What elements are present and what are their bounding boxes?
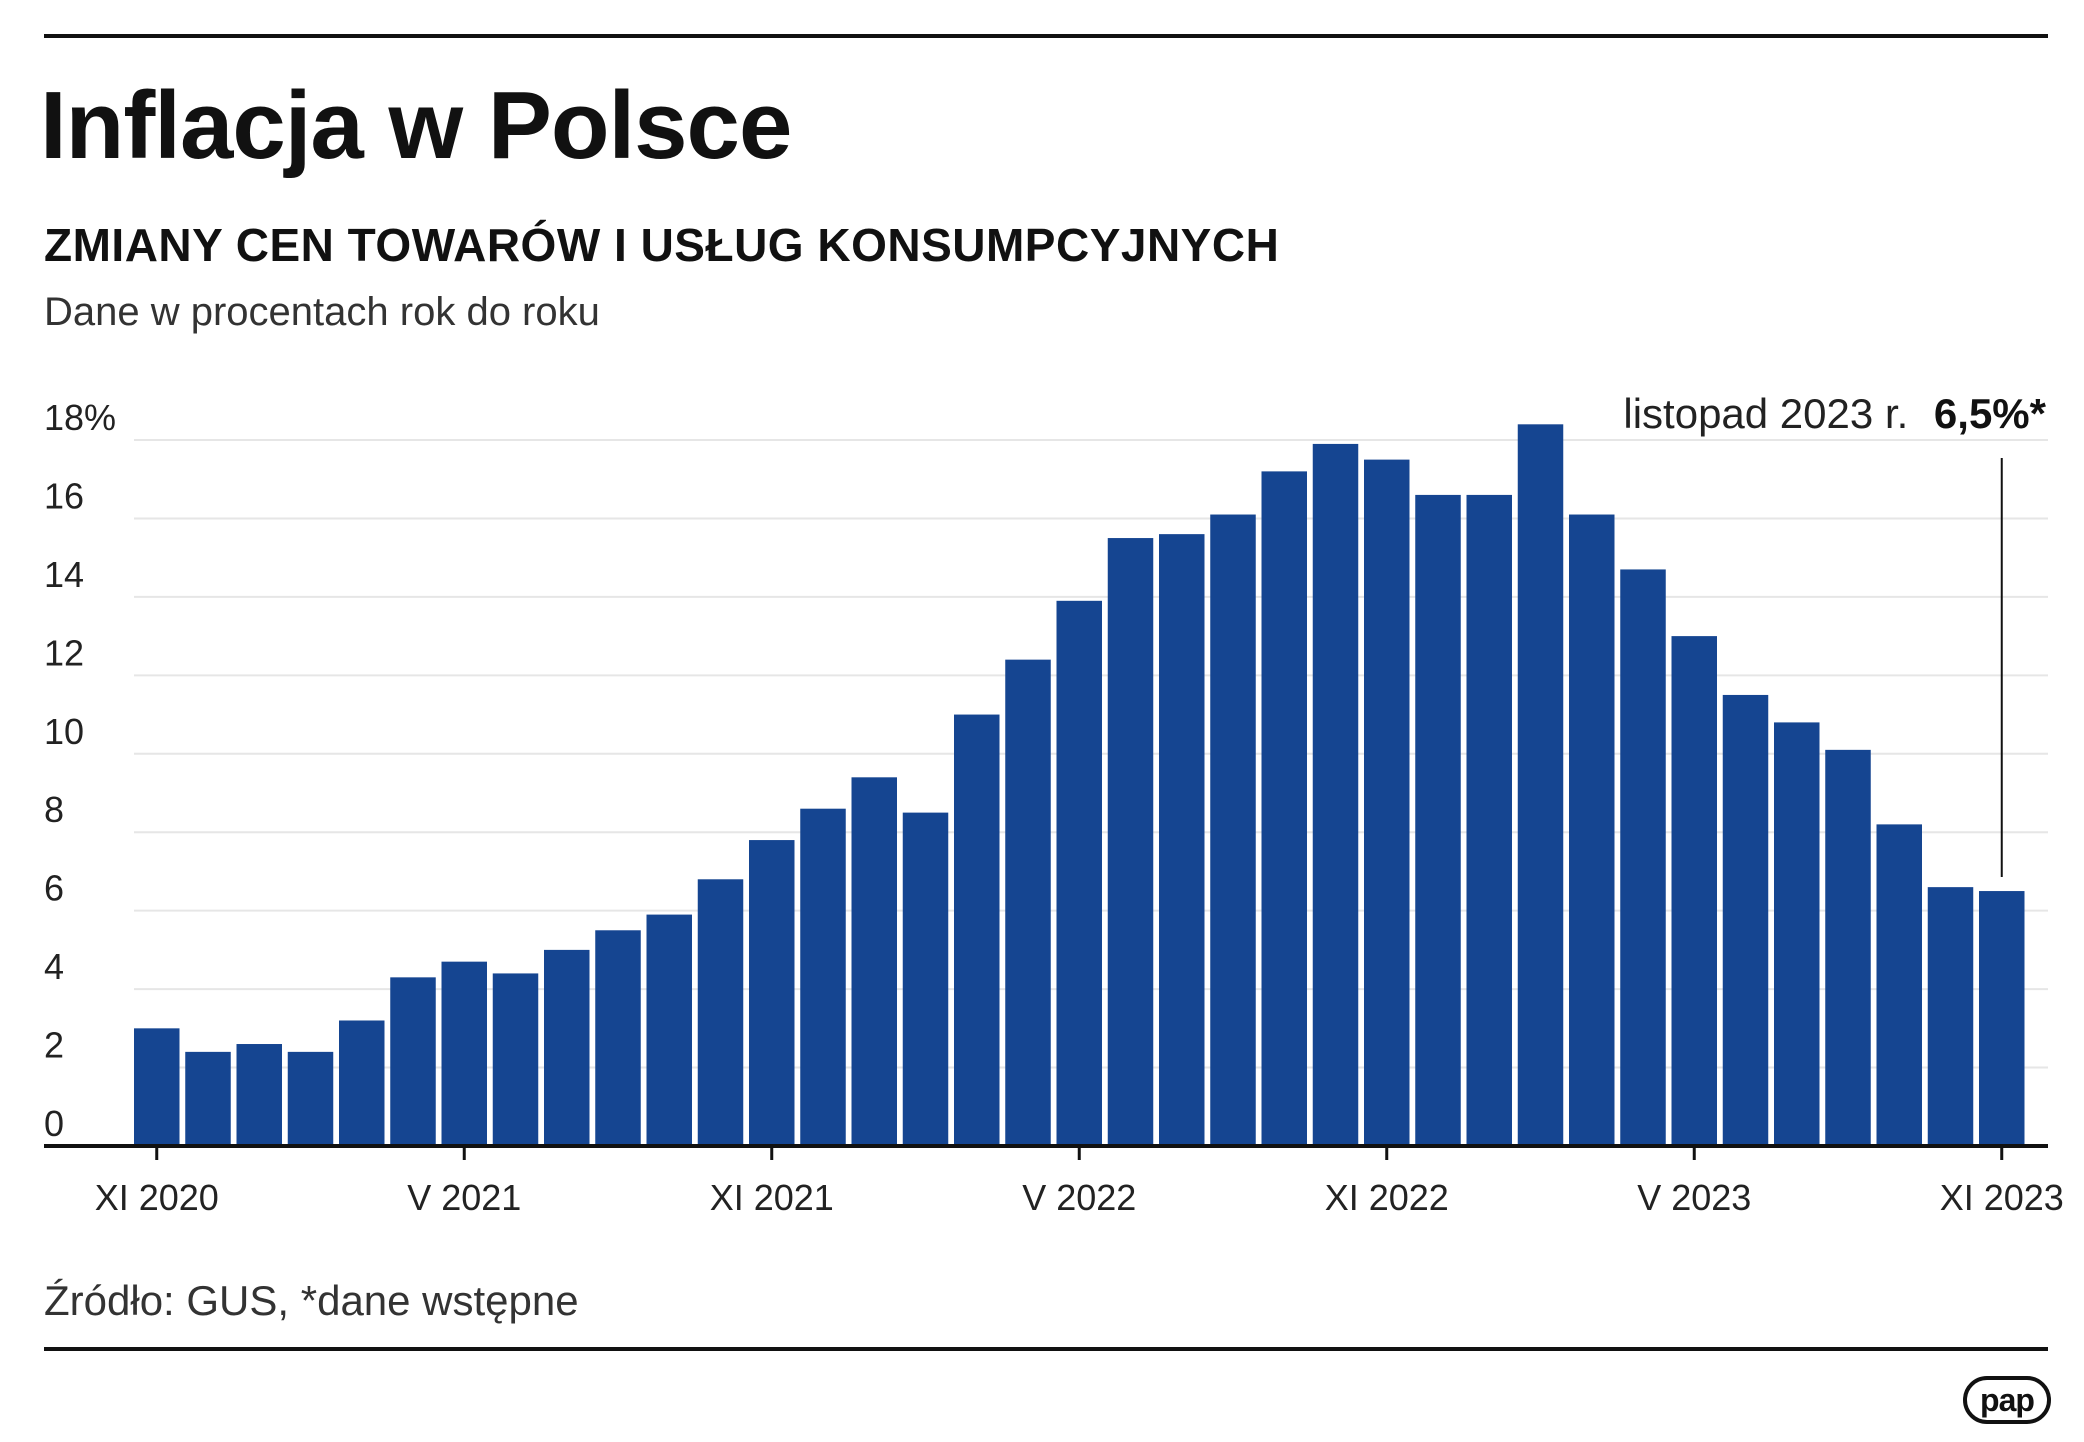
bar xyxy=(1517,424,1564,1146)
bar xyxy=(236,1044,282,1146)
bars xyxy=(134,424,2025,1147)
bar xyxy=(1825,749,1871,1146)
callout-value: 6,5%* xyxy=(1934,390,2047,437)
bar xyxy=(800,808,846,1146)
bar xyxy=(902,812,949,1146)
y-tick-label: 12 xyxy=(44,632,84,673)
bar xyxy=(1159,534,1205,1146)
bar xyxy=(646,914,692,1146)
bar xyxy=(1107,538,1154,1146)
unit-note: Dane w procentach rok do roku xyxy=(44,290,600,334)
bar xyxy=(1569,514,1615,1146)
bar xyxy=(1056,600,1102,1146)
callout-label: listopad 2023 r. 6,5%* xyxy=(1623,390,2046,437)
chart-subtitle: ZMIANY CEN TOWARÓW I USŁUG KONSUMPCYJNYC… xyxy=(44,219,1280,271)
bar xyxy=(697,879,744,1146)
x-tick-label: XI 2022 xyxy=(1325,1177,1449,1218)
y-axis-tick-labels: 0 2 4 6 8 10 12 14 16 18% xyxy=(44,397,116,1144)
bar-chart: 0 2 4 6 8 10 12 14 16 18% XI 2020 V 2021 XI 2021 V 2… xyxy=(44,390,2064,1218)
bar xyxy=(134,1028,180,1146)
bar xyxy=(1671,636,1717,1146)
bar xyxy=(1876,824,1922,1146)
x-tick-label: V 2021 xyxy=(407,1177,521,1218)
top-rule xyxy=(44,34,2048,38)
bar xyxy=(1312,443,1359,1146)
bar xyxy=(1927,887,1974,1146)
y-tick-label: 0 xyxy=(44,1103,64,1144)
bar xyxy=(1364,459,1410,1147)
chart-title: Inflacja w Polsce xyxy=(40,72,792,179)
bar xyxy=(1466,494,1512,1146)
bar xyxy=(1415,494,1461,1146)
y-tick-label: 2 xyxy=(44,1025,64,1066)
bar xyxy=(1261,471,1307,1146)
y-tick-label: 14 xyxy=(44,554,84,595)
x-tick-label: V 2023 xyxy=(1637,1177,1751,1218)
bar xyxy=(851,777,897,1146)
pap-logo: pap xyxy=(1963,1376,2051,1424)
y-tick-label: 16 xyxy=(44,475,84,516)
bar xyxy=(544,949,590,1146)
y-tick-label: 10 xyxy=(44,711,84,752)
bar xyxy=(595,930,641,1146)
bar xyxy=(287,1051,334,1146)
bar xyxy=(1210,514,1256,1146)
y-tick-label: 8 xyxy=(44,789,64,830)
callout: listopad 2023 r. 6,5%* xyxy=(1623,390,2047,878)
bar xyxy=(390,977,436,1146)
x-tick-label: V 2022 xyxy=(1022,1177,1136,1218)
bar xyxy=(441,961,487,1146)
bar xyxy=(749,840,795,1146)
source-note: Źródło: GUS, *dane wstępne xyxy=(44,1277,579,1324)
bar xyxy=(1774,722,1820,1146)
y-tick-label: 18% xyxy=(44,397,116,438)
x-tick-label: XI 2020 xyxy=(95,1177,219,1218)
bar xyxy=(954,714,1000,1146)
bar xyxy=(1620,569,1666,1146)
bar xyxy=(1979,891,2025,1146)
bar xyxy=(339,1020,385,1146)
bar xyxy=(492,973,539,1146)
x-tick-label: XI 2023 xyxy=(1940,1177,2064,1218)
callout-period: listopad 2023 r. xyxy=(1623,390,1908,437)
bar xyxy=(185,1051,231,1146)
x-axis-ticks: XI 2020 V 2021 XI 2021 V 2022 XI 2022 V 2023 X… xyxy=(95,1146,2064,1218)
bottom-rule xyxy=(44,1347,2048,1351)
bar xyxy=(1005,659,1051,1146)
bar xyxy=(1722,694,1769,1146)
y-tick-label: 6 xyxy=(44,868,64,909)
x-tick-label: XI 2021 xyxy=(710,1177,834,1218)
y-tick-label: 4 xyxy=(44,946,64,987)
